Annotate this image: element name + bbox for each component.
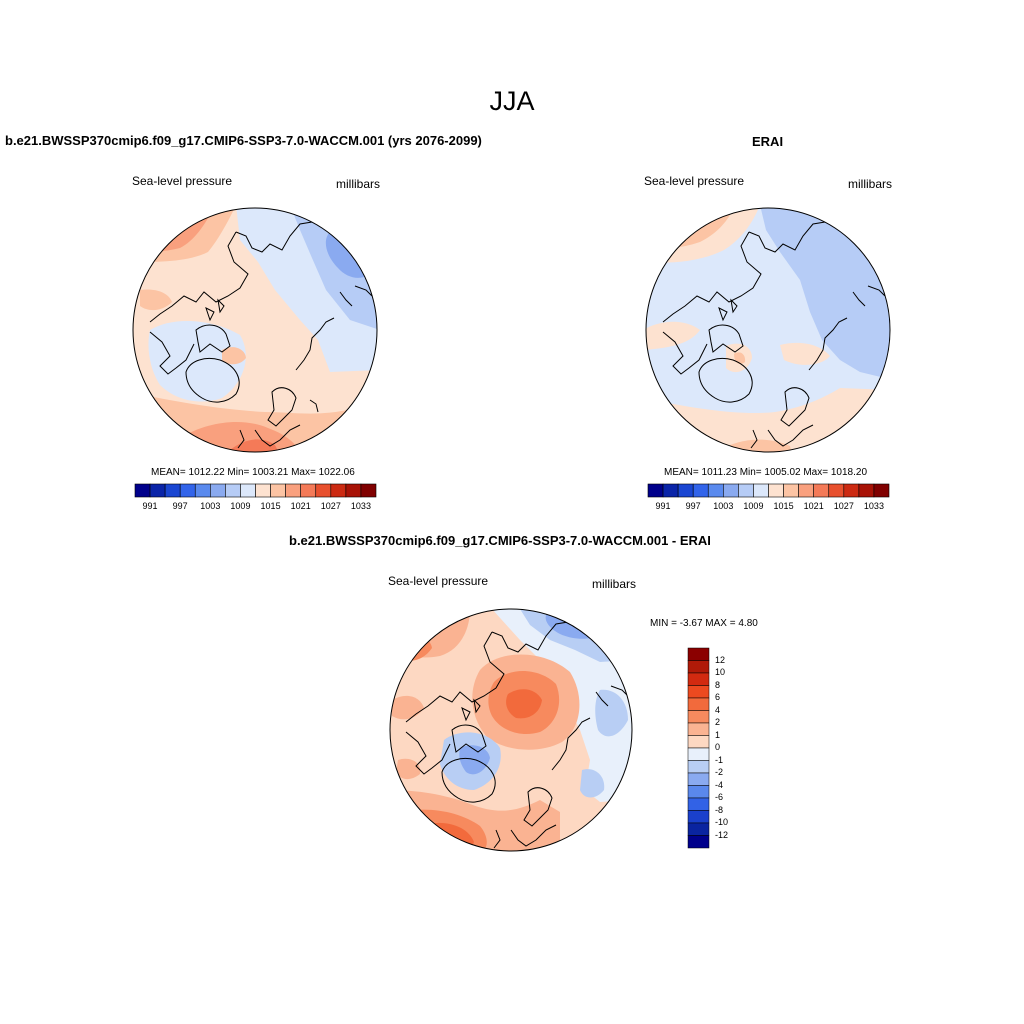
model-colorbar-label: 1027	[320, 501, 341, 511]
diff-colorbar-box	[687, 735, 710, 749]
diff-colorbar-label: 4	[715, 704, 721, 715]
model-colorbar-box	[194, 483, 211, 498]
diff-colorbar-box	[687, 722, 710, 736]
model-panel-title: b.e21.BWSSP370cmip6.f09_g17.CMIP6-SSP3-7…	[5, 133, 482, 148]
obs-colorbar-label: 1003	[713, 501, 734, 511]
obs-variable-label: Sea-level pressure	[644, 174, 745, 188]
obs-units-label: millibars	[848, 177, 893, 191]
obs-colorbar-label: 997	[685, 501, 701, 511]
obs-colorbar-box	[843, 483, 860, 498]
diff-colorbar-label: -4	[715, 779, 724, 790]
model-colorbar-label: 1021	[290, 501, 311, 511]
model-colorbar-box	[285, 483, 301, 498]
model-colorbar-label: 1015	[260, 501, 281, 511]
diff-colorbar-box	[687, 797, 710, 811]
model-colorbar-box	[360, 483, 377, 498]
model-map	[132, 207, 378, 453]
diff-colorbar	[687, 647, 710, 849]
diff-colorbar-box	[687, 760, 710, 774]
diff-colorbar-label: 2	[715, 717, 721, 727]
model-colorbar-label: 1003	[200, 501, 221, 511]
diff-map	[389, 608, 633, 852]
diff-colorbar-label: -6	[715, 792, 724, 802]
obs-colorbar-box	[647, 483, 664, 498]
model-colorbar-label: 1009	[230, 501, 251, 511]
diff-colorbar-box	[687, 672, 710, 686]
model-stats: MEAN= 1012.22 Min= 1003.21 Max= 1022.06	[151, 467, 355, 478]
diff-colorbar-label: -8	[715, 804, 724, 815]
obs-colorbar-label: 1033	[863, 501, 884, 511]
diff-colorbar-box	[687, 747, 710, 761]
model-colorbar-box	[240, 483, 256, 498]
obs-colorbar-box	[707, 483, 724, 498]
obs-panel-title: ERAI	[752, 134, 784, 149]
obs-colorbar-box	[662, 483, 679, 498]
model-units-label: millibars	[336, 177, 381, 191]
model-colorbar-label: 1033	[350, 501, 371, 511]
model-colorbar-box	[134, 483, 151, 498]
diff-colorbar-box	[687, 772, 710, 786]
obs-colorbar-label: 1009	[743, 501, 764, 511]
diff-colorbar-label: 12	[715, 654, 726, 665]
diff-colorbar-box	[687, 785, 710, 799]
model-colorbar-box	[164, 483, 181, 498]
diff-colorbar-box	[687, 697, 710, 711]
diff-colorbar-box	[687, 835, 710, 849]
obs-map	[645, 207, 891, 453]
model-colorbar-box	[300, 483, 317, 498]
obs-colorbar-box	[692, 483, 709, 498]
model-colorbar-label: 991	[142, 501, 158, 511]
diff-panel-title: b.e21.BWSSP370cmip6.f09_g17.CMIP6-SSP3-7…	[289, 533, 711, 548]
diff-stats: MIN = -3.67 MAX = 4.80	[650, 618, 758, 629]
obs-colorbar-box	[798, 483, 814, 498]
diff-colorbar-box	[687, 822, 710, 836]
diff-colorbar-label: 0	[715, 742, 721, 752]
model-variable-label: Sea-level pressure	[132, 174, 233, 188]
figure-title: JJA	[489, 86, 535, 116]
obs-colorbar-label: 1015	[773, 501, 794, 511]
model-colorbar-box	[210, 483, 226, 498]
diff-colorbar-label: 6	[715, 692, 721, 702]
model-colorbar-box	[330, 483, 347, 498]
model-colorbar-label: 997	[172, 501, 188, 511]
obs-colorbar-box	[723, 483, 739, 498]
diff-colorbar-label: 10	[715, 667, 726, 677]
model-colorbar-box	[225, 483, 241, 498]
obs-colorbar-box	[768, 483, 784, 498]
obs-colorbar-box	[873, 483, 890, 498]
obs-colorbar-label: 991	[655, 501, 671, 511]
obs-colorbar-box	[858, 483, 875, 498]
obs-colorbar-box	[783, 483, 799, 498]
obs-colorbar-box	[753, 483, 769, 498]
diff-colorbar-label: -10	[715, 817, 729, 827]
model-colorbar-box	[255, 483, 271, 498]
obs-colorbar-label: 1027	[833, 501, 854, 511]
obs-colorbar-label: 1021	[803, 501, 824, 511]
diff-colorbar-box	[687, 647, 710, 661]
obs-colorbar-box	[828, 483, 845, 498]
diff-colorbar-box	[687, 710, 710, 724]
diff-colorbar-label: -12	[715, 829, 729, 840]
model-colorbar-box	[149, 483, 166, 498]
obs-colorbar-box	[738, 483, 754, 498]
model-colorbar-box	[179, 483, 196, 498]
obs-colorbar-box	[813, 483, 830, 498]
model-colorbar-box	[270, 483, 286, 498]
model-colorbar-box	[345, 483, 362, 498]
diff-colorbar-box	[687, 810, 710, 824]
diff-colorbar-label: 1	[715, 729, 721, 740]
model-colorbar	[134, 483, 377, 498]
obs-colorbar-box	[677, 483, 694, 498]
model-colorbar-box	[315, 483, 332, 498]
diff-colorbar-label: -2	[715, 767, 724, 777]
obs-stats: MEAN= 1011.23 Min= 1005.02 Max= 1018.20	[664, 467, 868, 478]
diff-colorbar-box	[687, 685, 710, 699]
diff-units-label: millibars	[592, 577, 637, 591]
diff-variable-label: Sea-level pressure	[388, 574, 489, 588]
diff-colorbar-box	[687, 660, 710, 674]
obs-colorbar	[647, 483, 890, 498]
diff-colorbar-label: -1	[715, 754, 724, 765]
diff-colorbar-label: 8	[715, 679, 721, 690]
